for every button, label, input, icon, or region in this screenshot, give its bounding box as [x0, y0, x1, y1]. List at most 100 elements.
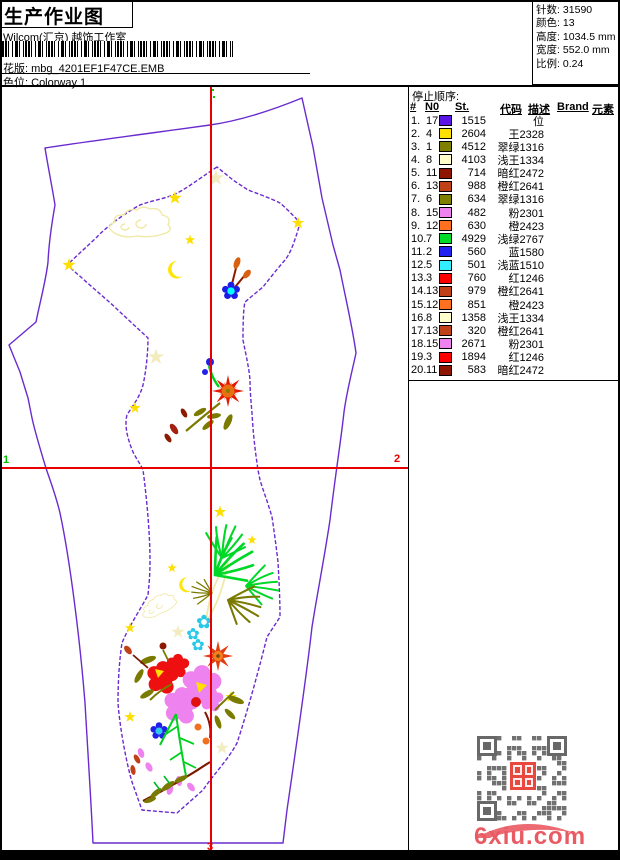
stitch-count: 4103	[461, 153, 486, 166]
row-index: 10.	[411, 232, 427, 245]
color-swatch	[439, 233, 452, 245]
stop-row: 5. 11 714 暗红2472	[409, 167, 619, 180]
color-swatch	[439, 154, 452, 166]
thread-desc: 橙红2641	[497, 181, 544, 194]
stitch-count: 320	[467, 324, 486, 337]
pattern-file-line: 花版: mbg_4201EF1F47CE.EMB	[3, 60, 164, 76]
cyan-flower-icon	[192, 639, 204, 651]
center-horizontal-line	[2, 467, 408, 469]
thread-number: 4	[426, 127, 433, 140]
star-icon	[147, 348, 165, 364]
col-header-st: St.	[455, 101, 470, 113]
row-index: 5.	[411, 167, 421, 180]
stitch-count: 760	[467, 272, 486, 285]
row-index: 9.	[411, 219, 421, 232]
bouquet-graphic	[124, 516, 282, 805]
stop-row: 7. 6 634 翠绿1316	[409, 193, 619, 206]
stitch-count: 851	[467, 298, 486, 311]
scale-value: 0.24	[562, 57, 584, 70]
height-row: 高度: 1034.5 mm	[536, 31, 618, 44]
color-count-value: 13	[562, 17, 575, 30]
color-swatch	[439, 351, 452, 363]
color-count-row: 颜色: 13	[536, 17, 618, 30]
panel-divider	[408, 86, 409, 850]
colorway-value: Colorway 1	[31, 77, 87, 89]
pants-outline	[8, 97, 357, 844]
color-swatch	[439, 246, 452, 258]
star-icon	[124, 711, 136, 722]
thread-number: 1	[426, 140, 433, 153]
watermark-text: 6xiu.com	[474, 823, 587, 850]
row-index: 20.	[411, 364, 427, 377]
stop-row: 6. 13 988 橙红2641	[409, 180, 619, 193]
row-index: 4.	[411, 153, 421, 166]
color-swatch	[439, 220, 452, 232]
branch-graphic	[222, 257, 251, 300]
table-bottom-border	[409, 380, 619, 381]
stitch-count: 979	[467, 285, 486, 298]
stop-row: 4. 8 4103 浅王1334	[409, 153, 619, 167]
title-underline	[0, 27, 132, 28]
thread-number: 5	[426, 259, 433, 272]
bottom-bar	[0, 850, 620, 859]
star-icon	[184, 234, 196, 245]
thread-desc: 橙2423	[508, 299, 544, 312]
col-header-elem: 元素	[592, 104, 614, 116]
stitch-count: 501	[467, 259, 486, 272]
col-header-desc: 描述	[528, 104, 550, 116]
pattern-filename: mbg_4201EF1F47CE.EMB	[31, 63, 165, 75]
star-icon	[213, 505, 227, 518]
scale-row: 比例: 0.24	[536, 58, 618, 71]
pattern-label: 花版:	[3, 63, 29, 75]
thread-desc: 位	[533, 115, 544, 128]
thread-desc: 浅王1334	[497, 155, 544, 167]
leaf-icon	[213, 714, 223, 730]
color-swatch	[439, 259, 452, 271]
stitch-count: 4512	[461, 140, 486, 153]
stop-row: 3. 1 4512 翠绿1316	[409, 140, 619, 154]
marker-dot	[212, 89, 214, 91]
stitch-count: 714	[467, 167, 486, 180]
row-index: 17.	[411, 324, 427, 337]
leaf-icon	[223, 707, 237, 721]
thread-number: 12	[426, 219, 439, 232]
thread-number: 8	[426, 153, 433, 166]
stop-row: 15. 12 851 橙2423	[409, 298, 619, 312]
star-icon	[124, 622, 136, 633]
stop-row: 13. 3 760 红1246	[409, 272, 619, 285]
row-index: 12.	[411, 259, 427, 272]
star-icon	[168, 191, 182, 204]
row-index: 19.	[411, 351, 427, 364]
row-index: 6.	[411, 180, 421, 193]
col-header-brand: Brand	[557, 101, 589, 113]
header-divider	[0, 73, 310, 74]
stop-sequence-table: 1. 17 1515 位 2. 4 2604 王2328 3. 1 4512 翠…	[409, 114, 619, 378]
stop-sequence-title: 停止顺序:	[412, 91, 460, 103]
star-icon	[291, 216, 305, 229]
color-swatch	[439, 325, 452, 337]
stitch-count-row: 针数: 31590	[536, 4, 618, 17]
row-index: 11.	[411, 245, 426, 258]
thread-number: 3	[426, 351, 433, 364]
palm-frond-icon	[243, 563, 282, 607]
main-separator	[0, 85, 620, 87]
row-index: 18.	[411, 337, 427, 350]
thread-desc: 暗红2472	[497, 168, 544, 181]
title-box-line	[132, 0, 133, 28]
row-index: 16.	[411, 311, 427, 324]
star-icon	[171, 625, 185, 638]
stitch-count: 482	[467, 206, 486, 219]
colorway-line: 色位: Colorway 1	[3, 74, 86, 90]
thread-number: 6	[426, 193, 433, 206]
star-icon	[167, 563, 177, 573]
thread-number: 13	[426, 285, 439, 298]
thread-desc: 蓝1580	[508, 246, 544, 259]
stop-row: 16. 8 1358 浅王1334	[409, 311, 619, 325]
stop-row: 11. 2 560 蓝1580	[409, 245, 619, 259]
stitch-count: 988	[467, 180, 486, 193]
marker-dot	[213, 96, 215, 98]
scale-label: 比例:	[536, 57, 560, 70]
color-swatch	[439, 312, 452, 324]
stitch-count: 4929	[461, 232, 486, 245]
